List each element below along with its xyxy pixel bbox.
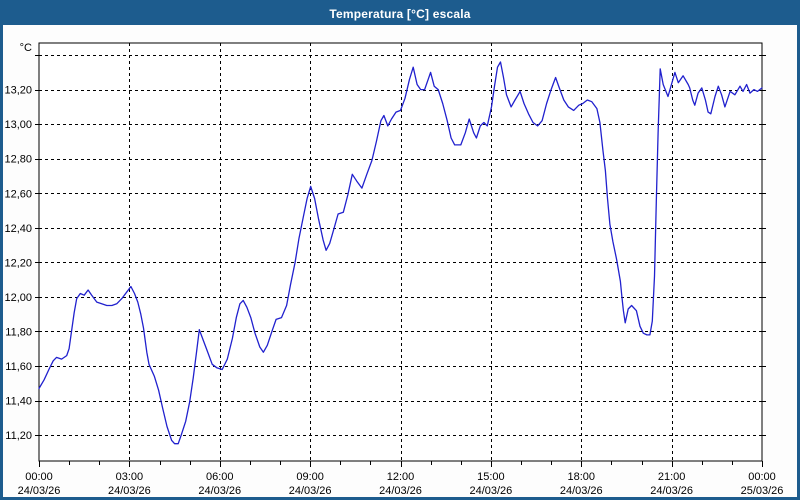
x-tick-date: 25/03/26 — [741, 485, 784, 497]
x-tick-time: 18:00 — [567, 471, 595, 483]
svg-text:12,00: 12,00 — [4, 292, 32, 304]
x-tick-time: 06:00 — [206, 471, 234, 483]
y-axis-unit-label: °C — [20, 42, 32, 54]
x-tick-date: 24/03/26 — [560, 485, 603, 497]
svg-text:13,20: 13,20 — [4, 85, 32, 97]
svg-text:11,60: 11,60 — [5, 361, 32, 373]
svg-text:11,40: 11,40 — [5, 396, 32, 408]
x-tick-date: 24/03/26 — [650, 485, 693, 497]
temperature-line — [38, 61, 763, 445]
x-tick-time: 00:00 — [748, 471, 776, 483]
x-tick-date: 24/03/26 — [18, 485, 61, 497]
svg-text:11,20: 11,20 — [5, 430, 32, 442]
y-axis-labels: 13,20 13,00 12,80 12,60 12,40 12,20 12,00 11,80… — [4, 85, 32, 442]
window-title-bar: Temperatura [°C] escala — [3, 3, 797, 25]
x-tick-time: 03:00 — [116, 471, 144, 483]
plot-frame — [38, 42, 763, 462]
svg-text:11,80: 11,80 — [5, 326, 32, 338]
vertical-gridlines — [129, 43, 673, 461]
x-axis-labels: 00:00 24/03/26 03:00 24/03/26 06:00 24/03/26 0… — [18, 471, 784, 497]
x-tick-time: 09:00 — [296, 471, 324, 483]
x-tick-time: 21:00 — [658, 471, 686, 483]
svg-text:12,20: 12,20 — [4, 257, 32, 269]
x-axis-ticks — [39, 461, 763, 467]
x-tick-time: 12:00 — [387, 471, 415, 483]
chart-svg: 13,20 13,00 12,80 12,60 12,40 12,20 12,00 11,80… — [4, 42, 784, 497]
x-tick-date: 24/03/26 — [469, 485, 512, 497]
window-title: Temperatura [°C] escala — [329, 7, 471, 21]
svg-text:13,00: 13,00 — [4, 119, 32, 131]
svg-text:12,80: 12,80 — [4, 154, 32, 166]
svg-text:12,40: 12,40 — [4, 223, 32, 235]
x-tick-time: 15:00 — [477, 471, 505, 483]
x-tick-date: 24/03/26 — [379, 485, 422, 497]
svg-text:12,60: 12,60 — [4, 188, 32, 200]
x-tick-time: 00:00 — [25, 471, 53, 483]
x-tick-date: 24/03/26 — [198, 485, 241, 497]
chart-area: 13,20 13,00 12,80 12,60 12,40 12,20 12,00 11,80… — [3, 25, 797, 497]
x-tick-date: 24/03/26 — [108, 485, 151, 497]
horizontal-gridlines — [39, 55, 762, 436]
x-tick-date: 24/03/26 — [289, 485, 332, 497]
y-axis-ticks — [35, 55, 766, 436]
